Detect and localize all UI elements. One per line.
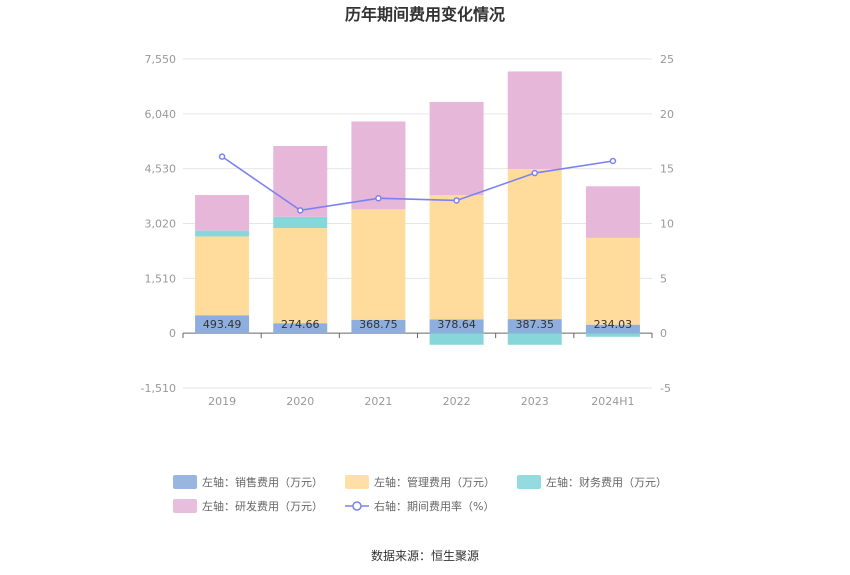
legend-swatch: [173, 475, 197, 489]
data-labels: 493.49 274.66 368.75 378.64 387.35 234.03: [203, 318, 632, 331]
right-tick-label: 20: [660, 108, 674, 121]
bar-segment: [195, 236, 250, 316]
bar-segment: [507, 169, 562, 320]
data-label: 234.03: [594, 318, 633, 331]
bar-segment: [585, 186, 640, 238]
bar-segment: [195, 315, 250, 334]
right-tick-label: 15: [660, 163, 674, 176]
right-tick-label: -5: [660, 382, 671, 395]
x-tick-label: 2023: [521, 395, 549, 408]
data-label: 387.35: [516, 318, 555, 331]
rate-line: [218, 153, 617, 214]
bar-segment: [507, 319, 562, 334]
x-axis: 2019 2020 2021 2022 2023 2024H1: [182, 333, 653, 408]
legend-label: 右轴：期间费用率（%）: [374, 499, 494, 513]
data-label: 493.49: [203, 318, 242, 331]
bar-segment: [351, 209, 406, 320]
bar-segment: [273, 323, 328, 334]
legend-label: 左轴：财务费用（万元）: [546, 475, 667, 489]
bar-segment: [429, 319, 484, 334]
data-label: 378.64: [437, 318, 476, 331]
rate-point: [453, 197, 460, 204]
data-label: 274.66: [281, 318, 320, 331]
bar-segment: [507, 333, 562, 345]
x-tick-label: 2021: [364, 395, 392, 408]
legend-swatch: [173, 499, 197, 513]
bar-segment: [273, 216, 328, 229]
left-tick-label: 1,510: [145, 272, 177, 285]
legend-label: 左轴：销售费用（万元）: [202, 475, 323, 489]
bar-segment: [507, 71, 562, 170]
legend-swatch: [345, 475, 369, 489]
left-tick-label: 3,020: [145, 218, 177, 231]
left-tick-label: 0: [169, 327, 176, 340]
chart-title: 历年期间费用变化情况: [345, 5, 505, 24]
right-tick-label: 5: [660, 272, 667, 285]
left-axis: 7,550 6,040 4,530 3,020 1,510 0 -1,510: [141, 53, 176, 395]
legend-swatch: [517, 475, 541, 489]
bar-segment: [429, 195, 484, 320]
x-tick-label: 2022: [443, 395, 471, 408]
grid: [183, 58, 652, 389]
legend-label: 左轴：研发费用（万元）: [202, 499, 323, 513]
source-note: 数据来源：恒生聚源: [371, 548, 479, 563]
legend-point-swatch: [352, 501, 362, 511]
legend-label: 左轴：管理费用（万元）: [374, 475, 495, 489]
legend-item[interactable]: 左轴：研发费用（万元）: [173, 499, 323, 513]
left-tick-label: 7,550: [145, 53, 177, 66]
legend[interactable]: 左轴：销售费用（万元） 左轴：管理费用（万元） 左轴：财务费用（万元） 左轴：研发费用…: [173, 475, 667, 513]
rate-point: [531, 169, 538, 177]
rate-line-path: [221, 155, 614, 212]
rate-point: [609, 157, 617, 165]
data-label: 368.75: [359, 318, 398, 331]
left-tick-label: 4,530: [145, 163, 177, 176]
legend-item[interactable]: 右轴：期间费用率（%）: [345, 499, 494, 513]
right-axis: 25 20 15 10 5 0 -5: [660, 53, 674, 395]
rate-point: [375, 195, 382, 202]
bar-segment: [585, 237, 640, 325]
rate-point: [297, 207, 304, 214]
legend-item[interactable]: 左轴：管理费用（万元）: [345, 475, 495, 489]
right-tick-label: 0: [660, 327, 667, 340]
bar-segment: [351, 121, 406, 210]
legend-item[interactable]: 左轴：财务费用（万元）: [517, 475, 667, 489]
bar-segment: [429, 333, 484, 345]
bar-segment: [195, 195, 250, 231]
bar-segment: [195, 230, 250, 237]
x-tick-label: 2019: [208, 395, 236, 408]
left-tick-label: 6,040: [145, 108, 177, 121]
right-tick-label: 25: [660, 53, 674, 66]
bar-segment: [273, 228, 328, 324]
bar-segment: [585, 324, 640, 334]
right-tick-label: 10: [660, 218, 674, 231]
x-tick-label: 2020: [286, 395, 314, 408]
bar-segment: [429, 101, 484, 196]
bars: [195, 71, 640, 345]
bar-segment: [585, 333, 640, 337]
rate-point: [218, 153, 226, 160]
bar-segment: [273, 145, 328, 217]
bar-segment: [351, 319, 406, 334]
x-tick-label: 2024H1: [591, 395, 634, 408]
left-tick-label: -1,510: [141, 382, 176, 395]
legend-item[interactable]: 左轴：销售费用（万元）: [173, 475, 323, 489]
